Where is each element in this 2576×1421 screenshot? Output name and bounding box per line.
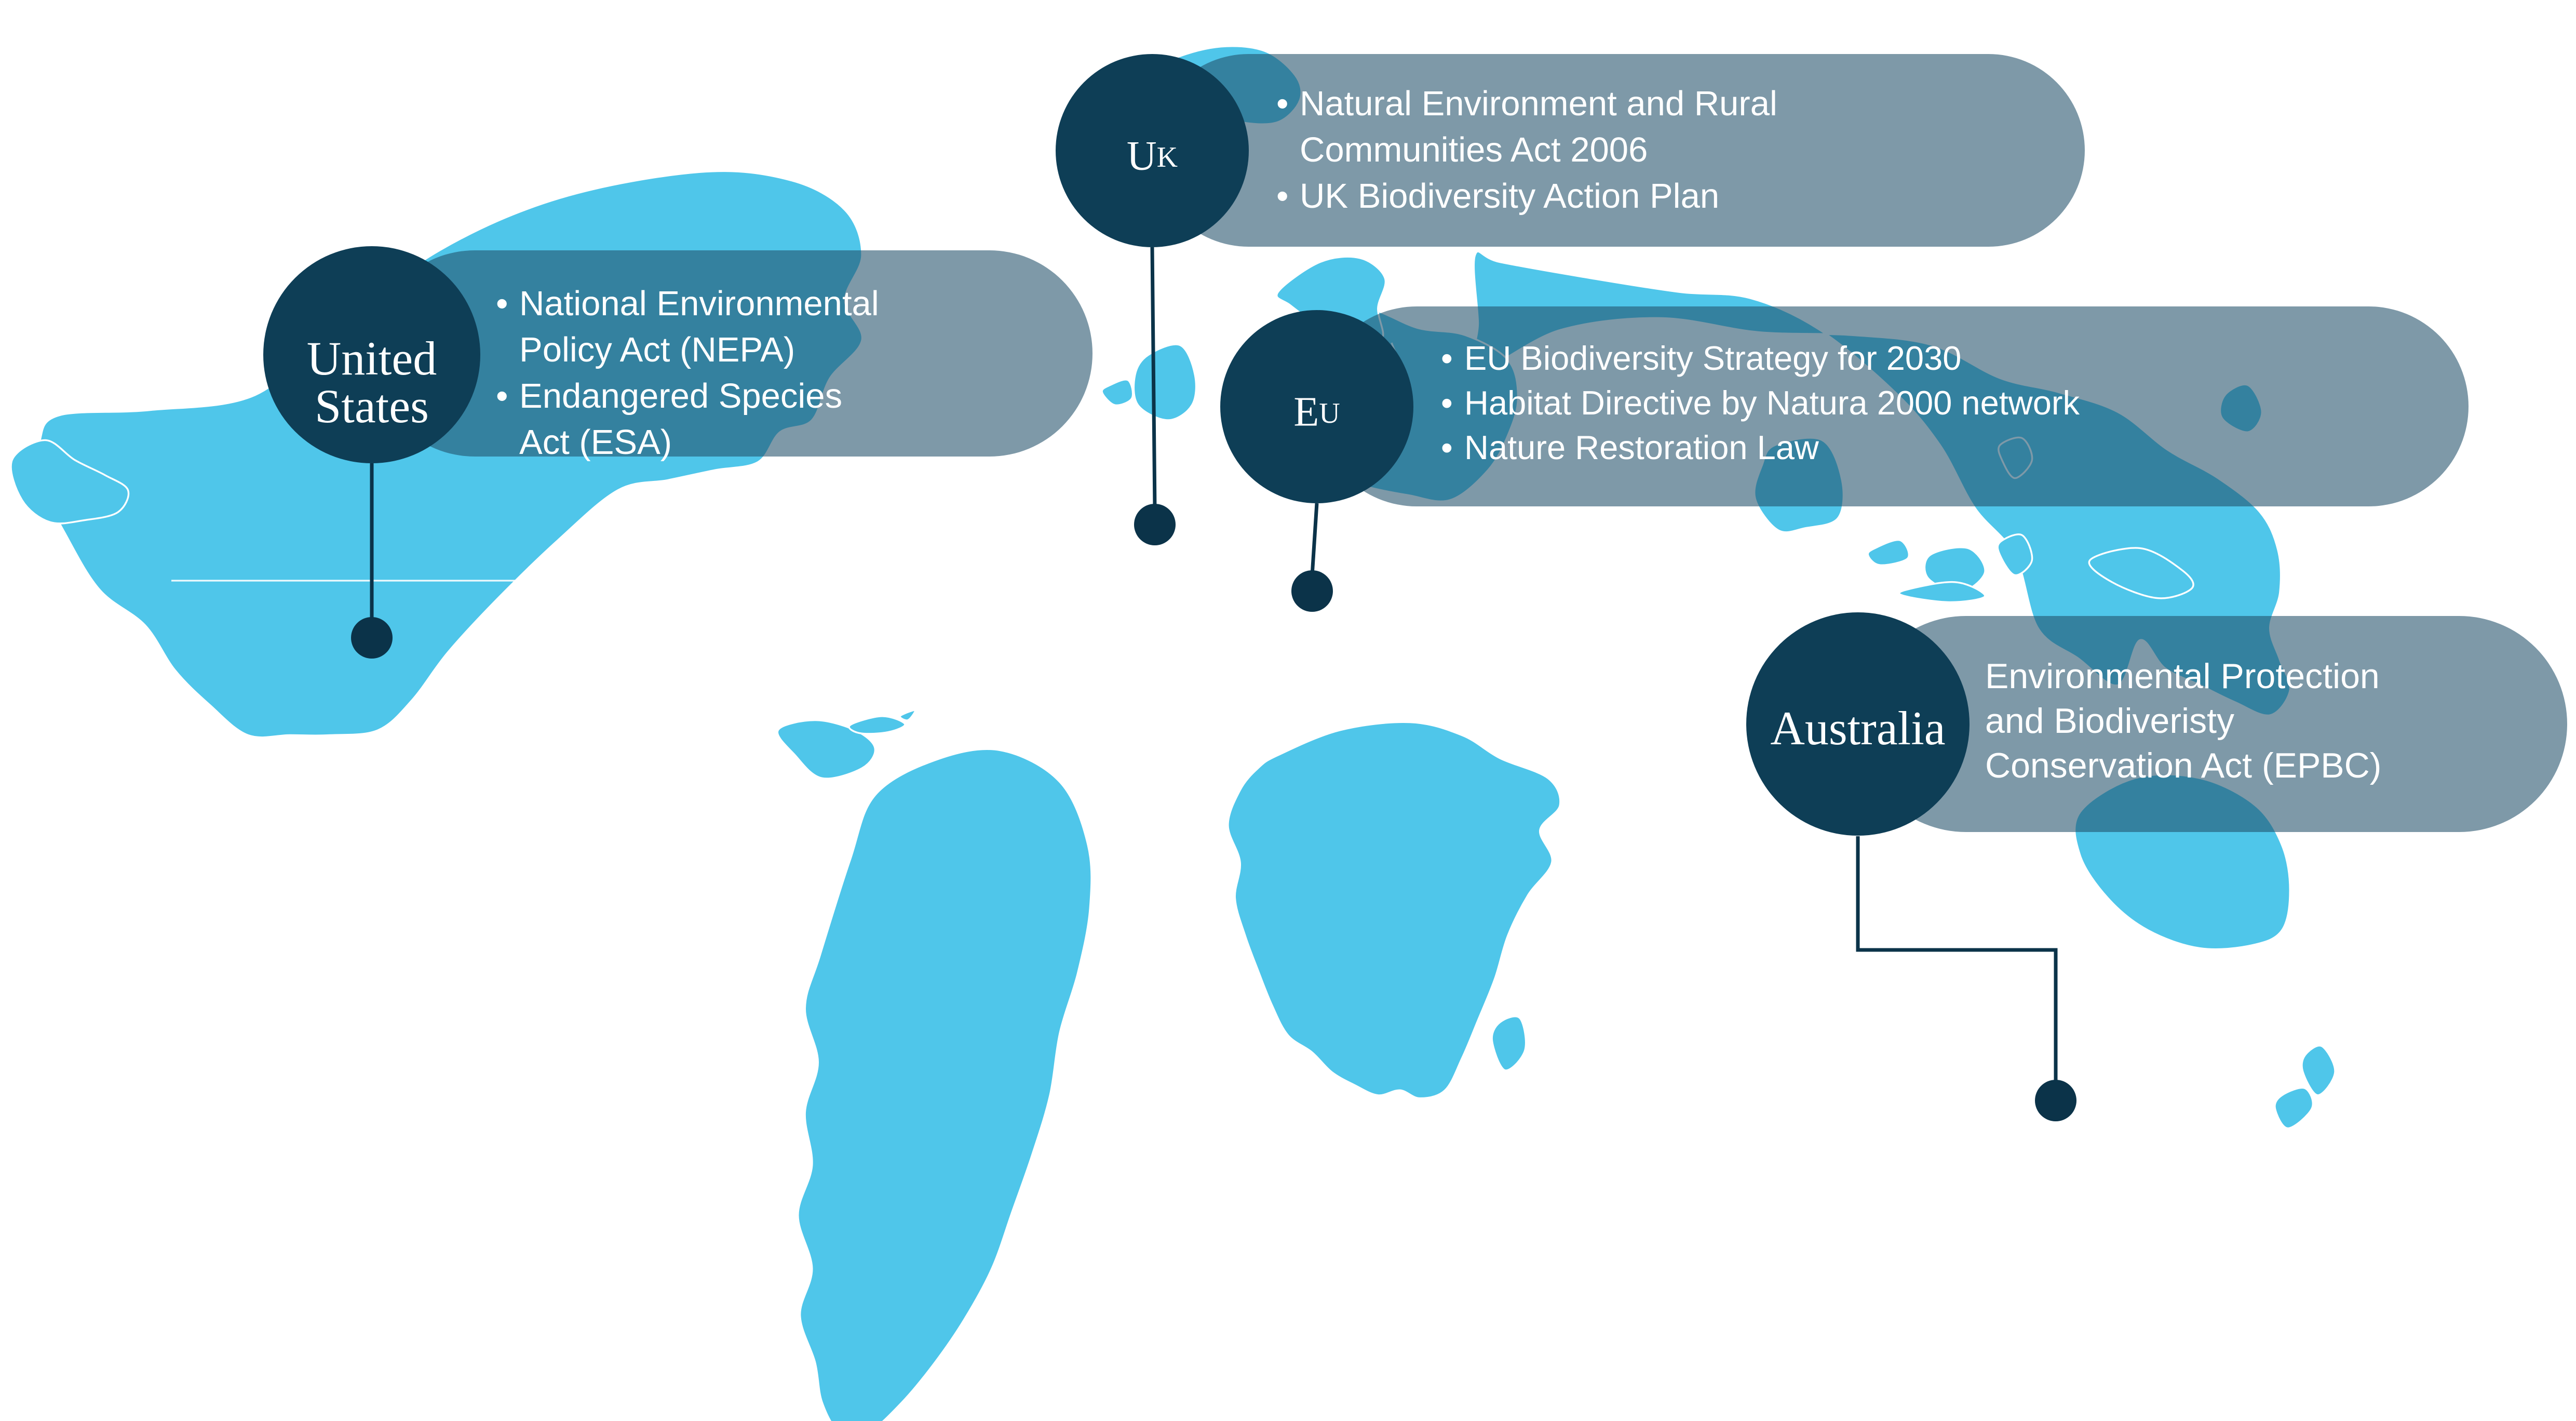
svg-text:Natural Environment and Rural: Natural Environment and Rural xyxy=(1300,84,1777,123)
svg-text:Nature Restoration Law: Nature Restoration Law xyxy=(1464,428,1819,466)
svg-text:•: • xyxy=(1276,84,1288,123)
svg-text:Endangered Species: Endangered Species xyxy=(519,377,842,415)
svg-text:Australia: Australia xyxy=(1770,702,1945,755)
svg-text:Policy Act (NEPA): Policy Act (NEPA) xyxy=(519,330,795,369)
svg-text:•: • xyxy=(496,377,508,415)
svg-text:Communities Act 2006: Communities Act 2006 xyxy=(1300,130,1648,169)
svg-text:•: • xyxy=(1276,177,1288,216)
svg-text:Conservation Act (EPBC): Conservation Act (EPBC) xyxy=(1985,746,2381,785)
svg-text:Habitat Directive by Natura 20: Habitat Directive by Natura 2000 network xyxy=(1464,384,2080,422)
svg-text:•: • xyxy=(1441,384,1453,422)
svg-text:United: United xyxy=(307,332,437,385)
svg-text:UK Biodiversity Action Plan: UK Biodiversity Action Plan xyxy=(1300,177,1719,216)
svg-text:EU Biodiversity Strategy for 2: EU Biodiversity Strategy for 2030 xyxy=(1464,339,1961,377)
svg-text:States: States xyxy=(315,380,429,433)
svg-text:•: • xyxy=(1441,339,1453,377)
svg-text:National Environmental: National Environmental xyxy=(519,284,879,323)
svg-text:•: • xyxy=(496,284,508,323)
svg-text:Act (ESA): Act (ESA) xyxy=(519,423,672,462)
svg-text:•: • xyxy=(1441,428,1453,466)
svg-text:Environmental Protection: Environmental Protection xyxy=(1985,656,2380,696)
svg-text:and Biodiveristy: and Biodiveristy xyxy=(1985,701,2234,741)
